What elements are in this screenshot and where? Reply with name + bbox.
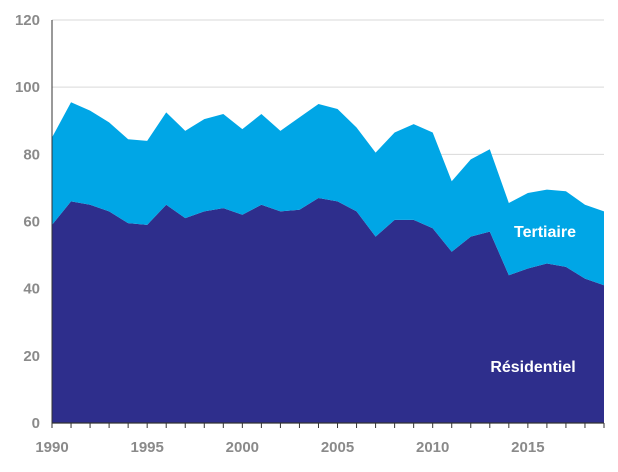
area-series-residentiel [52,197,604,423]
y-tick-label-20: 20 [23,348,40,365]
x-tick-label-2005: 2005 [321,439,354,456]
y-tick-label-120: 120 [15,12,40,29]
x-tick-label-2000: 2000 [226,439,259,456]
y-tick-label-80: 80 [23,146,40,163]
area-series-tertiaire [52,102,604,286]
x-tick-label-2015: 2015 [511,439,544,456]
y-tick-label-0: 0 [32,415,40,432]
series-label-tertiaire: Tertiaire [514,224,576,241]
area-layer [52,102,604,423]
series-label-residentiel: Résidentiel [490,359,575,376]
y-tick-label-40: 40 [23,281,40,298]
x-tick-label-1995: 1995 [130,439,163,456]
x-tick-labels: 1990 1995 2000 2005 2010 2015 [35,439,544,456]
x-tick-marks [51,423,605,428]
y-tick-label-100: 100 [15,79,40,96]
y-tick-labels: 0 20 40 60 80 100 120 [15,12,40,432]
x-tick-label-2010: 2010 [416,439,449,456]
x-tick-label-1990: 1990 [35,439,68,456]
y-tick-label-60: 60 [23,214,40,231]
